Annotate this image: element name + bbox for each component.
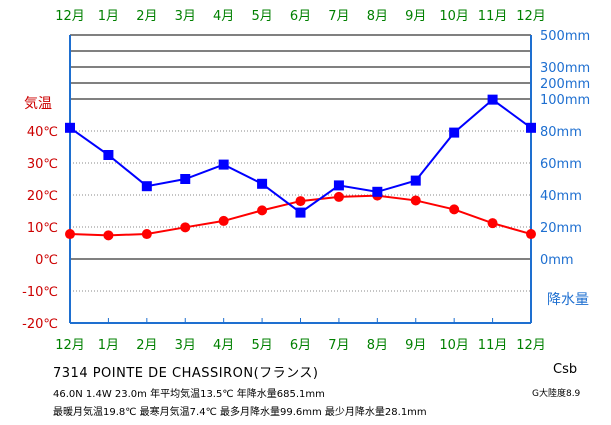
temperature-point: [295, 196, 306, 207]
month-label-bottom: 5月: [251, 338, 272, 353]
month-label-top: 11月: [478, 9, 508, 24]
temperature-point: [526, 229, 536, 240]
precipitation-point: [257, 178, 268, 189]
precipitation-tick-label: 100mm: [540, 93, 590, 108]
continentality-index: G大陸度8.9: [532, 389, 581, 399]
precipitation-point: [180, 174, 191, 184]
month-label-bottom: 2月: [136, 338, 157, 353]
month-label-top: 12月: [516, 9, 546, 24]
precipitation-tick-label: 60mm: [540, 157, 582, 172]
precipitation-point: [449, 127, 460, 138]
precipitation-point: [410, 175, 421, 186]
temperature-tick-label: 30℃: [27, 157, 58, 172]
precipitation-point: [218, 159, 229, 170]
temperature-tick-label: 10℃: [27, 221, 58, 236]
temperature-point: [257, 205, 268, 216]
precipitation-tick-label: 200mm: [540, 77, 590, 92]
precipitation-point: [141, 181, 152, 192]
temperature-point: [180, 222, 191, 233]
month-label-bottom: 11月: [478, 338, 508, 353]
chart-grid: [70, 34, 531, 292]
precipitation-tick-label: 300mm: [540, 61, 590, 76]
month-label-bottom: 8月: [367, 338, 388, 353]
climate-chart: 12月 1月 2月 3月 4月 5月 6月 7月 8月 9月 10月 11月 12月 12月 1月 2月 3月 4…: [22, 9, 590, 353]
temperature-point: [141, 229, 152, 240]
month-label-bottom: 7月: [328, 338, 349, 353]
precipitation-tick-label: 20mm: [540, 221, 582, 236]
month-label-top: 10月: [439, 9, 469, 24]
month-label-top: 5月: [251, 9, 272, 24]
station-extremes: 最暖月気温19.8℃ 最寒月気温7.4℃ 最多月降水量99.6mm 最少月降水量…: [53, 407, 427, 418]
station-title: 7314 POINTE DE CHASSIRON(フランス): [53, 366, 319, 381]
month-label-bottom: 4月: [213, 338, 234, 353]
temperature-point: [333, 191, 344, 202]
temperature-point: [449, 204, 460, 215]
month-label-top: 1月: [98, 9, 119, 24]
station-summary: 46.0N 1.4W 23.0m 年平均気温13.5℃ 年降水量685.1mm: [53, 389, 325, 400]
temperature-point: [103, 230, 114, 241]
temperature-tick-label: 0℃: [35, 253, 58, 268]
month-label-bottom: 1月: [98, 338, 119, 353]
month-label-top: 3月: [175, 9, 196, 24]
month-label-top: 12月: [55, 9, 85, 24]
temperature-tick-label: -10℃: [22, 285, 58, 300]
precipitation-tick-label: 500mm: [540, 29, 590, 44]
precipitation-point: [295, 207, 306, 218]
month-label-bottom: 10月: [439, 338, 469, 353]
precipitation-point: [65, 122, 75, 133]
precipitation-tick-label: 0mm: [540, 253, 574, 268]
month-label-top: 7月: [328, 9, 349, 24]
month-label-top: 8月: [367, 9, 388, 24]
precipitation-point: [103, 150, 114, 160]
temperature-tick-label: -20℃: [22, 317, 58, 332]
temperature-tick-label: 20℃: [27, 189, 58, 204]
temperature-point: [410, 195, 421, 206]
precipitation-point: [526, 122, 536, 133]
precipitation-point: [372, 186, 383, 197]
precipitation-tick-label: 80mm: [540, 125, 582, 140]
precipitation-point: [333, 180, 344, 191]
precipitation-series: [65, 94, 536, 218]
month-label-bottom: 12月: [55, 338, 85, 353]
temperature-tick-label: 40℃: [27, 125, 58, 140]
month-label-bottom: 3月: [175, 338, 196, 353]
month-label-top: 6月: [290, 9, 311, 24]
month-label-top: 9月: [405, 9, 426, 24]
temperature-point: [218, 215, 229, 226]
month-label-bottom: 12月: [516, 338, 546, 353]
month-label-bottom: 6月: [290, 338, 311, 353]
month-label-top: 4月: [213, 9, 234, 24]
temperature-point: [65, 229, 75, 240]
precipitation-line: [69, 98, 532, 214]
temperature-point: [487, 218, 498, 229]
month-label-bottom: 9月: [405, 338, 426, 353]
temperature-axis-title: 気温: [24, 96, 52, 112]
chart-labels: 12月 1月 2月 3月 4月 5月 6月 7月 8月 9月 10月 11月 12月 12月 1月 2月 3月 4…: [22, 9, 590, 353]
precipitation-point: [487, 94, 498, 105]
chart-axes: [69, 35, 532, 324]
climate-class: Csb: [553, 362, 578, 377]
precipitation-tick-label: 40mm: [540, 189, 582, 204]
precipitation-axis-title: 降水量: [547, 292, 589, 308]
month-label-top: 2月: [136, 9, 157, 24]
